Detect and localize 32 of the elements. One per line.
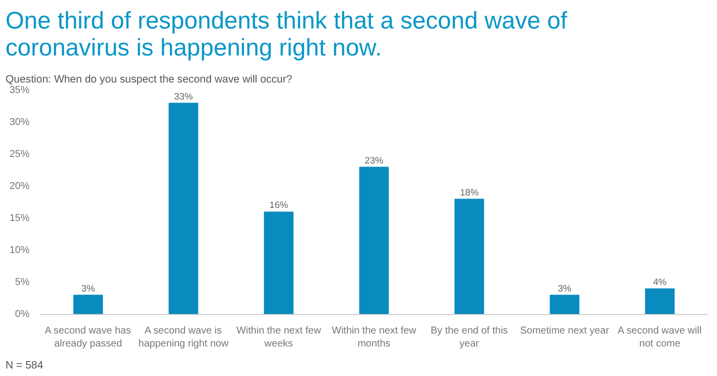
bar [168,102,198,314]
data-label: 18% [460,187,479,198]
y-tick-label: 30% [9,117,30,128]
y-tick-label: 20% [9,181,30,192]
data-label: 4% [653,276,667,287]
y-tick-label: 10% [9,245,30,256]
bar [264,212,294,314]
x-tick-label: Within the next few months [332,326,418,350]
y-tick-label: 0% [15,309,30,320]
bar [359,166,389,314]
chart-subtitle: Question: When do you suspect the second wave will occur? [6,74,292,86]
x-tick-label: A second wave is happening right now [138,326,230,350]
data-label: 3% [558,283,572,294]
data-label: 33% [174,91,193,102]
x-tick-label: A second wave has already passed [44,326,131,350]
x-tick-label: By the end of this year [430,326,508,350]
bar [645,288,675,314]
bar [73,294,103,314]
data-label: 3% [81,283,95,294]
x-tick-label: A second wave will not come [618,326,702,350]
y-tick-label: 35% [9,85,30,96]
y-tick-label: 15% [9,213,30,224]
data-label: 23% [364,155,384,166]
bar [454,198,484,314]
x-tick-label: Within the next few weeks [236,326,322,350]
chart-title: One third of respondents think that a second wave of coronavirus is happening right now. [6,8,568,62]
x-tick-label: Sometime next year [520,326,610,336]
data-label: 16% [269,200,288,210]
y-tick-label: 25% [9,149,30,160]
y-tick-label: 5% [15,277,30,288]
text: N = 584 [6,360,44,372]
bar [550,294,580,314]
